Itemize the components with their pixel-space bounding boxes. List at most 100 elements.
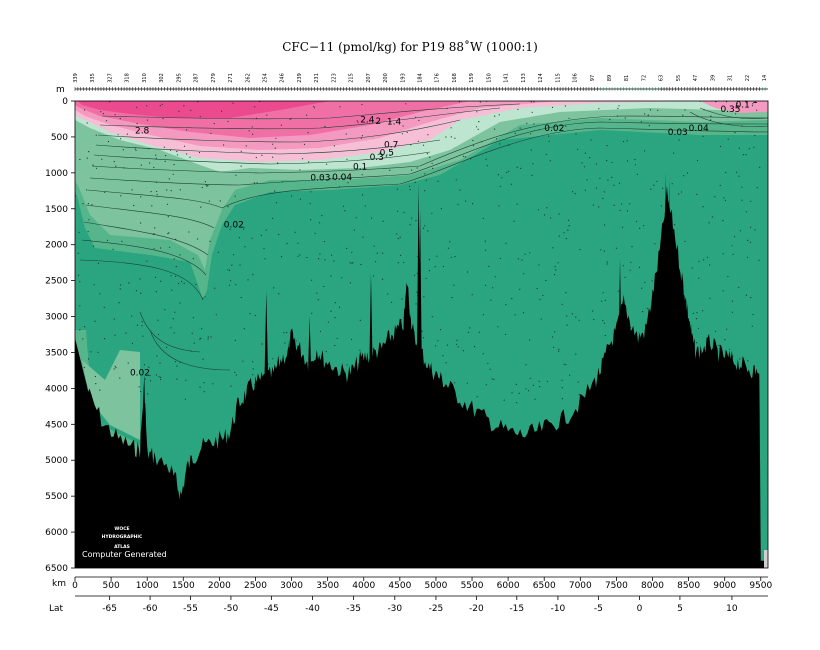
sample-dot (120, 138, 122, 140)
sample-dot (311, 312, 313, 314)
sample-dot (155, 154, 157, 156)
sample-dot (702, 310, 704, 312)
station-label: 115 (555, 73, 561, 83)
sample-dot (78, 231, 80, 233)
sample-dot (400, 254, 402, 256)
sample-dot (330, 310, 332, 312)
sample-dot (159, 362, 161, 364)
sample-dot (750, 226, 752, 228)
sample-dot (467, 331, 469, 333)
sample-dot (243, 226, 245, 228)
sample-dot (125, 332, 127, 334)
sample-dot (364, 205, 366, 207)
sample-dot (313, 107, 316, 109)
sample-dot (618, 182, 621, 184)
contour-label: 0.04 (332, 173, 352, 183)
depth-tick-label: 2500 (45, 277, 68, 287)
sample-dot (710, 119, 712, 121)
sample-dot (549, 160, 551, 162)
sample-dot (445, 136, 447, 138)
sample-dot (575, 353, 577, 355)
sample-dot (255, 156, 257, 159)
sample-dot (623, 140, 625, 143)
sample-dot (229, 228, 231, 230)
station-label: 207 (366, 73, 372, 83)
sample-dot (609, 119, 611, 121)
sample-dot (238, 237, 240, 239)
sample-dot (476, 126, 478, 128)
sample-dot (207, 336, 209, 338)
sample-dot (698, 277, 700, 279)
sample-dot (636, 220, 638, 222)
sample-dot (286, 242, 288, 245)
sample-dot (518, 392, 520, 394)
sample-dot (529, 339, 531, 341)
km-tick-label: 2500 (244, 581, 267, 591)
sample-dot (626, 160, 629, 162)
sample-dot (136, 324, 138, 326)
station-label: 97 (590, 75, 596, 81)
sample-dot (253, 182, 255, 184)
station-label: 168 (452, 73, 458, 83)
sample-dot (450, 127, 452, 129)
sample-dot (357, 121, 359, 123)
sample-dot (449, 241, 451, 243)
sample-dot (638, 266, 641, 268)
sample-dot (698, 260, 700, 262)
sample-dot (703, 259, 705, 261)
sample-dot (598, 108, 600, 110)
sample-dot (200, 206, 202, 208)
sample-dot (109, 101, 111, 103)
sample-dot (179, 189, 181, 191)
lat-tick-label: 5 (677, 604, 683, 614)
sample-dot (77, 252, 79, 254)
station-label: 339 (73, 73, 79, 83)
sample-dot (142, 335, 144, 337)
sample-dot (197, 101, 199, 103)
sample-dot (646, 307, 648, 309)
sample-dot (84, 109, 86, 111)
sample-dot (606, 261, 608, 263)
sample-dot (422, 227, 425, 229)
depth-unit-label: m (56, 85, 65, 95)
sample-dot (567, 229, 569, 231)
sample-dot (733, 236, 736, 238)
sample-dot (464, 156, 466, 158)
sample-dot (382, 252, 384, 254)
footer-text: Computer Generated (82, 550, 167, 559)
station-label: 14 (762, 75, 768, 81)
sample-dot (82, 203, 84, 205)
sample-dot (355, 217, 357, 219)
sample-dot (411, 217, 413, 219)
sample-dot (653, 184, 655, 186)
sample-dot (118, 302, 120, 304)
contour-labels: 2.82.4 2 1.40.70.50.30.10.040.030.020.02 0.… (130, 101, 758, 378)
sample-dot (629, 269, 631, 271)
sample-dot (160, 376, 162, 378)
sample-dot (186, 129, 188, 131)
sample-dot (722, 220, 724, 222)
sample-dot (297, 255, 299, 257)
sample-dot (752, 313, 754, 316)
band-2.5 (78, 101, 330, 118)
sample-dot (274, 147, 276, 149)
seamount-spike (264, 291, 269, 389)
sample-dot (240, 165, 242, 167)
sample-dot (561, 398, 564, 400)
contour-label: 0.02 (224, 220, 244, 230)
km-tick-label: 9500 (749, 581, 772, 591)
sample-dot (192, 258, 194, 260)
sample-dot (416, 272, 418, 274)
sample-dot (485, 384, 487, 386)
sample-dot (532, 384, 535, 386)
sample-dot (244, 246, 246, 248)
sample-dot (753, 146, 755, 148)
lat-tick-label: -40 (305, 604, 320, 614)
watermark-line: ATLAS (114, 544, 130, 550)
sample-dot (571, 313, 574, 315)
plot-frame (74, 100, 769, 569)
depth-tick-label: 1000 (45, 169, 68, 179)
sample-dot (134, 148, 136, 150)
sample-dot (739, 230, 742, 232)
sample-dot (488, 265, 490, 267)
